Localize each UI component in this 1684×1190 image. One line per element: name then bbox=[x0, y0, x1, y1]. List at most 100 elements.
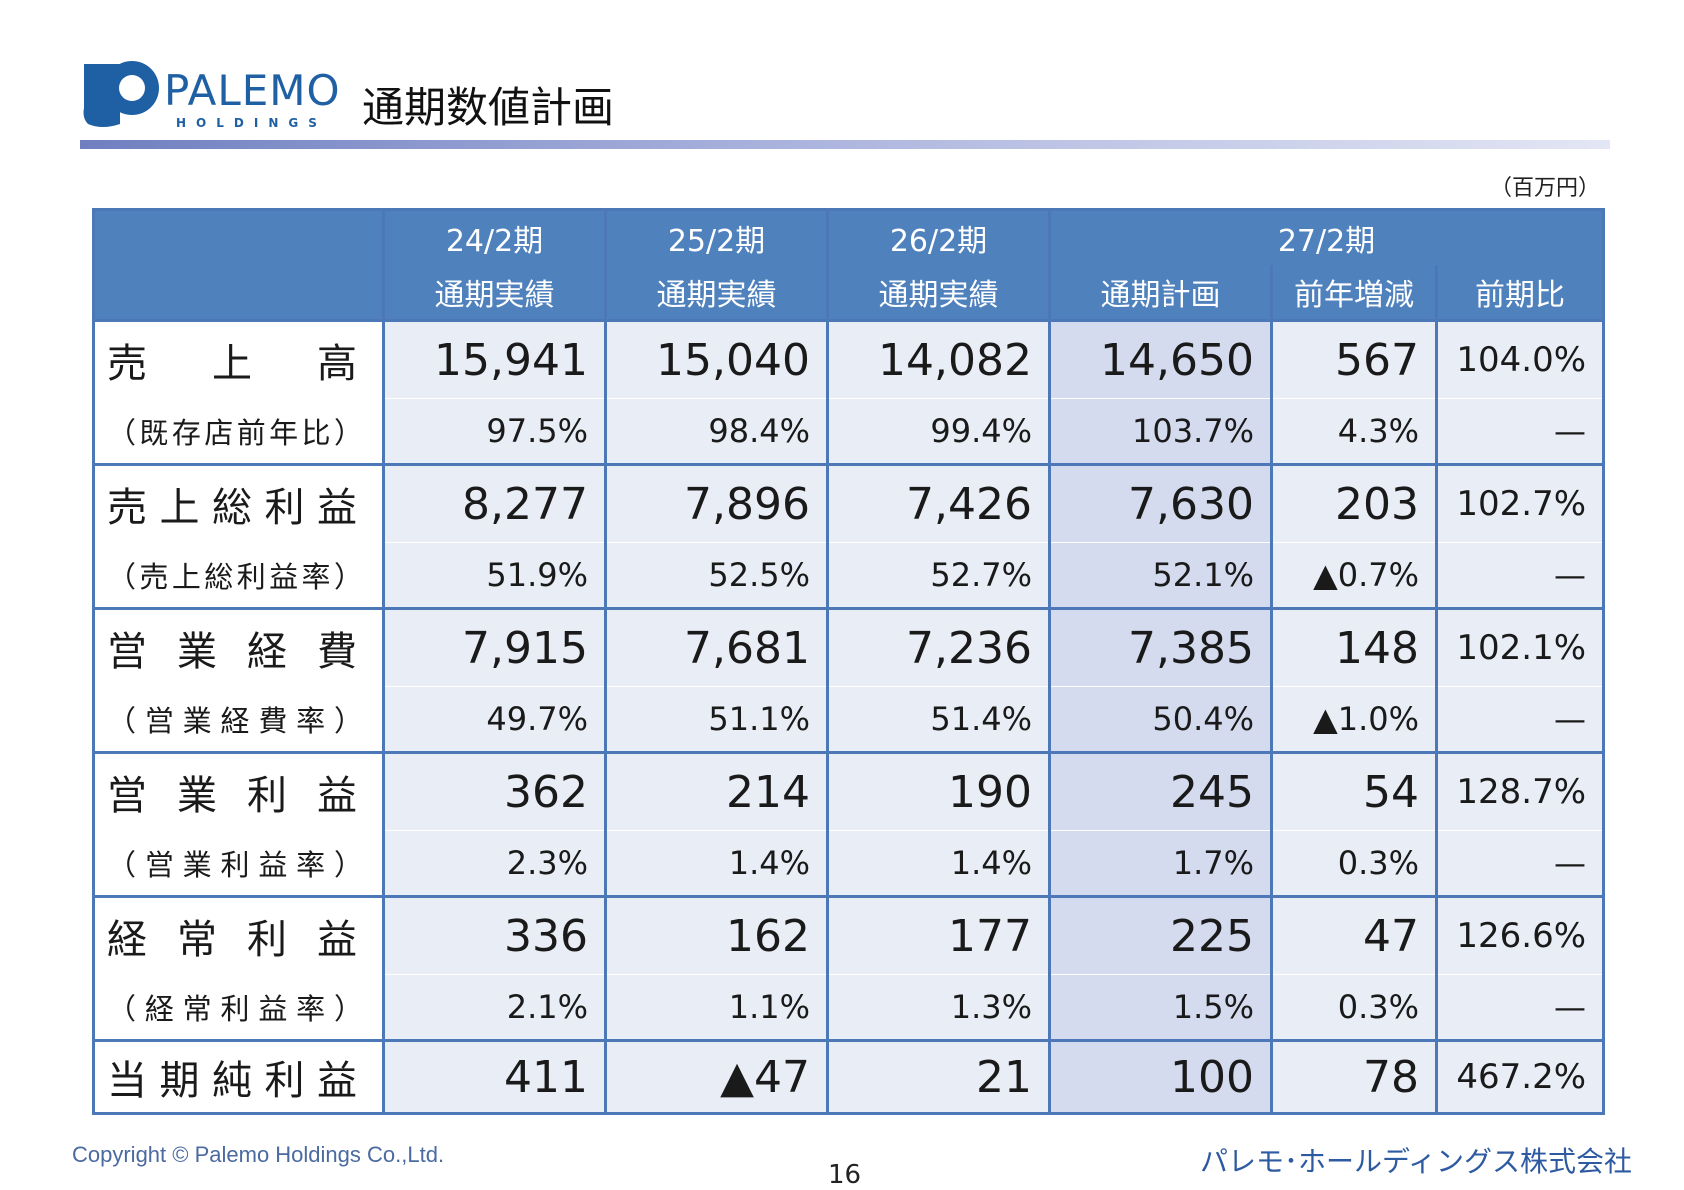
subrow-label-char: （ bbox=[107, 992, 137, 1026]
ratio-cell: 52.7% bbox=[826, 542, 1051, 609]
row-label-char: 業 bbox=[177, 773, 217, 819]
subrow-label-char: （ bbox=[107, 416, 137, 450]
value-cell: 7,681 bbox=[604, 607, 829, 687]
value-cell: 567 bbox=[1270, 319, 1438, 399]
value-cell: 7,385 bbox=[1048, 607, 1273, 687]
col-group-24-2: 24/2期 bbox=[382, 209, 607, 265]
subrow-label-char: ） bbox=[333, 560, 363, 594]
ratio-cell: 1.4% bbox=[604, 830, 829, 897]
table-subrow: （既存店前年比） 97.5% 98.4% 99.4% 103.7% 4.3% — bbox=[92, 398, 1606, 465]
row-label-char: 当 bbox=[107, 1058, 147, 1104]
subrow-label: （売上総利益率） bbox=[92, 542, 385, 609]
ratio-cell: 51.1% bbox=[604, 686, 829, 753]
col-sub: 通期実績 bbox=[826, 265, 1051, 321]
col-sub-yoy-ratio: 前期比 bbox=[1434, 265, 1606, 321]
table-subrow: （営業経費率） 49.7% 51.1% 51.4% 50.4% ▲1.0% — bbox=[92, 686, 1606, 753]
subrow-label-char: 率 bbox=[296, 704, 326, 738]
value-cell: 102.1% bbox=[1434, 607, 1606, 687]
col-group-27-2: 27/2期 bbox=[1047, 209, 1606, 265]
subrow-label-char: 営 bbox=[144, 704, 174, 738]
row-label-char: 経 bbox=[247, 629, 287, 675]
col-group-26-2: 26/2期 bbox=[826, 209, 1051, 265]
value-cell: 467.2% bbox=[1434, 1039, 1606, 1114]
subrow-label-char: 益 bbox=[258, 848, 288, 882]
subrow-label-char: 利 bbox=[236, 560, 266, 594]
subrow-label-char: 総 bbox=[204, 560, 234, 594]
subrow-label-char: 年 bbox=[269, 416, 299, 450]
value-cell: 336 bbox=[382, 895, 607, 975]
ratio-cell: 2.1% bbox=[382, 974, 607, 1041]
ratio-cell: 103.7% bbox=[1048, 398, 1273, 465]
subrow-label-char: 利 bbox=[220, 992, 250, 1026]
row-label-char: 利 bbox=[247, 773, 287, 819]
table-subrow: （経常利益率） 2.1% 1.1% 1.3% 1.5% 0.3% — bbox=[92, 974, 1606, 1041]
table-row: 経常利益 336 162 177 225 47 126.6% bbox=[92, 895, 1606, 975]
ratio-cell: 99.4% bbox=[826, 398, 1051, 465]
col-sub-plan: 通期計画 bbox=[1048, 265, 1273, 321]
table-row: 売 上 高 15,941 15,040 14,082 14,650 567 104.0% bbox=[92, 319, 1606, 399]
ratio-cell: 51.4% bbox=[826, 686, 1051, 753]
row-label-char: 益 bbox=[317, 773, 357, 819]
value-cell: 126.6% bbox=[1434, 895, 1606, 975]
footer-copyright: Copyright © Palemo Holdings Co.,Ltd. bbox=[72, 1142, 445, 1167]
subrow-label-char: 率 bbox=[296, 848, 326, 882]
row-label-char: 経 bbox=[107, 917, 147, 963]
value-cell: 7,915 bbox=[382, 607, 607, 687]
value-cell: 214 bbox=[604, 751, 829, 831]
value-cell: 190 bbox=[826, 751, 1051, 831]
col-sub-yoy-diff: 前年増減 bbox=[1270, 265, 1438, 321]
subrow-label-char: 営 bbox=[144, 848, 174, 882]
logo-name: PALEMO bbox=[164, 66, 341, 115]
ratio-cell: 4.3% bbox=[1270, 398, 1438, 465]
ratio-cell: 52.1% bbox=[1048, 542, 1273, 609]
unit-label: （百万円） bbox=[1490, 176, 1601, 201]
subrow-label-char: （ bbox=[107, 560, 137, 594]
subrow-label-char: 存 bbox=[171, 416, 201, 450]
ratio-cell: 51.9% bbox=[382, 542, 607, 609]
row-label-char: 常 bbox=[177, 917, 217, 963]
subrow-label-char: ） bbox=[333, 416, 363, 450]
table-row: 売上総利益 8,277 7,896 7,426 7,630 203 102.7% bbox=[92, 463, 1606, 543]
value-cell: 78 bbox=[1270, 1039, 1438, 1114]
ratio-cell: ▲1.0% bbox=[1270, 686, 1438, 753]
value-cell: 102.7% bbox=[1434, 463, 1606, 543]
subrow-label-char: ） bbox=[333, 704, 363, 738]
ratio-cell: 52.5% bbox=[604, 542, 829, 609]
subrow-label-char: 売 bbox=[139, 560, 169, 594]
subrow-label-char: 経 bbox=[220, 704, 250, 738]
value-cell: 15,040 bbox=[604, 319, 829, 399]
ratio-cell: 0.3% bbox=[1270, 830, 1438, 897]
value-cell: 14,650 bbox=[1048, 319, 1273, 399]
subrow-label: （営業利益率） bbox=[92, 830, 385, 897]
value-cell: ▲47 bbox=[604, 1039, 829, 1114]
subrow-label-char: 既 bbox=[139, 416, 169, 450]
subrow-label-char: 利 bbox=[220, 848, 250, 882]
subrow-label-char: 業 bbox=[182, 848, 212, 882]
subrow-label-char: 上 bbox=[171, 560, 201, 594]
ratio-cell: — bbox=[1434, 398, 1606, 465]
col-group-25-2: 25/2期 bbox=[604, 209, 829, 265]
row-label-char: 上 bbox=[159, 485, 200, 531]
table-subrow: （営業利益率） 2.3% 1.4% 1.4% 1.7% 0.3% — bbox=[92, 830, 1606, 897]
row-label: 経常利益 bbox=[92, 895, 385, 975]
row-label-char: 営 bbox=[107, 773, 147, 819]
subrow-label-char: 比 bbox=[301, 416, 331, 450]
ratio-cell: 1.7% bbox=[1048, 830, 1273, 897]
ratio-cell: 1.5% bbox=[1048, 974, 1273, 1041]
row-label-char: 益 bbox=[317, 1058, 357, 1104]
row-label-char: 高 bbox=[317, 341, 357, 387]
row-label-char: 費 bbox=[317, 629, 357, 675]
value-cell: 54 bbox=[1270, 751, 1438, 831]
ratio-cell: — bbox=[1434, 974, 1606, 1041]
row-label-char: 利 bbox=[247, 917, 287, 963]
subrow-label-char: 経 bbox=[144, 992, 174, 1026]
value-cell: 14,082 bbox=[826, 319, 1051, 399]
subrow-label-char: ） bbox=[333, 992, 363, 1026]
row-label: 当期純利益 bbox=[92, 1039, 385, 1114]
subrow-label-char: 費 bbox=[258, 704, 288, 738]
value-cell: 362 bbox=[382, 751, 607, 831]
subrow-label: （既存店前年比） bbox=[92, 398, 385, 465]
row-label-char: 業 bbox=[177, 629, 217, 675]
value-cell: 225 bbox=[1048, 895, 1273, 975]
value-cell: 100 bbox=[1048, 1039, 1273, 1114]
